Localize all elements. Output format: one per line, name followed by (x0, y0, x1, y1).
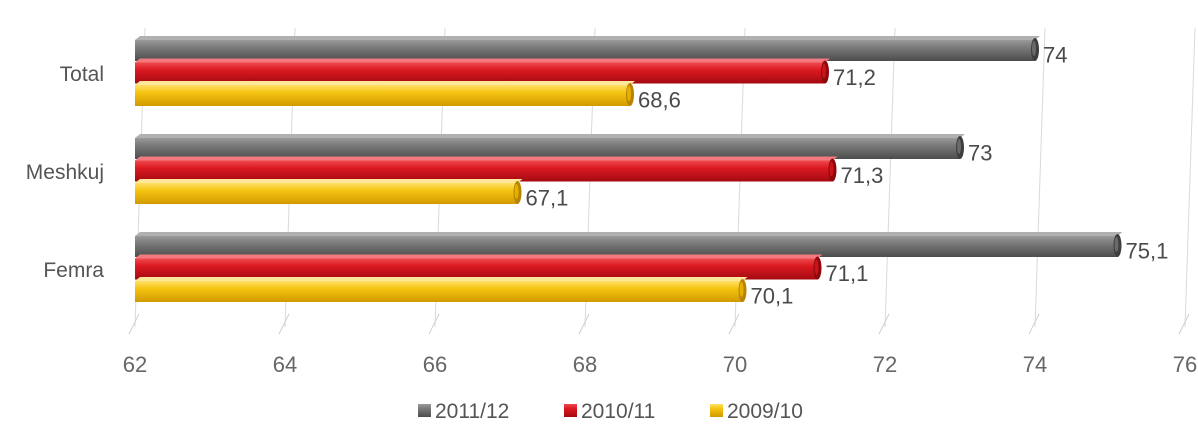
bar-end-cap-highlight (957, 139, 961, 154)
bar-top-face (135, 81, 635, 85)
bar-meshkuj-2010-11 (135, 161, 833, 182)
legend-label: 2010/11 (581, 400, 655, 423)
floor-gridline (129, 314, 139, 334)
legend-label: 2009/10 (727, 400, 803, 423)
data-label: 70,1 (751, 284, 794, 309)
floor-gridline (1179, 314, 1189, 334)
floor-gridline (279, 314, 289, 334)
tick-label: 72 (873, 352, 897, 377)
gridline (1185, 28, 1195, 327)
category-label: Total (60, 63, 104, 86)
category-labels: Total Meshkuj Femra (26, 63, 105, 282)
bar-end-cap-highlight (515, 184, 519, 199)
gridline (1035, 28, 1045, 327)
bar-femra-2011-12 (135, 236, 1118, 257)
bar-femra-2010-11 (135, 259, 818, 280)
bar-femra-2009-10 (135, 281, 743, 302)
data-label: 73 (968, 141, 992, 166)
data-label: 71,3 (841, 163, 884, 188)
bar-top-face (135, 179, 523, 183)
floor-gridline (729, 314, 739, 334)
bar-total-2010-11 (135, 63, 825, 84)
data-label: 74 (1043, 43, 1067, 68)
tick-label: 62 (123, 352, 147, 377)
bar-end-cap-highlight (815, 260, 819, 275)
legend-swatch (418, 404, 431, 417)
legend-swatch (710, 404, 723, 417)
bar-end-cap-highlight (1115, 237, 1119, 252)
data-label: 67,1 (526, 186, 569, 211)
data-label: 68,6 (638, 88, 681, 113)
category-label: Femra (43, 259, 104, 282)
data-label: 71,2 (833, 65, 876, 90)
tick-label: 68 (573, 352, 597, 377)
bar-end-cap-highlight (740, 282, 744, 297)
category-label: Meshkuj (26, 161, 104, 184)
bars (135, 36, 1123, 302)
bar-top-face (135, 36, 1040, 40)
bar-total-2011-12 (135, 40, 1035, 61)
bar-top-face (135, 232, 1123, 236)
legend: 2011/12 2010/11 2009/10 (418, 400, 803, 423)
bar-top-face (135, 277, 748, 281)
floor-gridline (429, 314, 439, 334)
bar-meshkuj-2009-10 (135, 183, 518, 204)
tick-label: 70 (723, 352, 747, 377)
bar-top-face (135, 157, 838, 161)
bar-end-cap-highlight (822, 64, 826, 79)
legend-label: 2011/12 (435, 400, 509, 423)
bar-end-cap-highlight (627, 86, 631, 101)
floor-gridline (879, 314, 889, 334)
data-label: 71,1 (826, 261, 869, 286)
tick-label: 74 (1023, 352, 1047, 377)
bar-top-face (135, 59, 830, 63)
tick-label: 66 (423, 352, 447, 377)
x-axis-ticks: 62 64 66 68 70 72 74 76 (123, 352, 1197, 377)
tick-label: 64 (273, 352, 297, 377)
legend-swatch (564, 404, 577, 417)
tick-label: 76 (1173, 352, 1197, 377)
gridline (885, 28, 895, 327)
floor-gridline (579, 314, 589, 334)
bar-top-face (135, 134, 965, 138)
bar-end-cap-highlight (1032, 41, 1036, 56)
bar-end-cap-highlight (830, 162, 834, 177)
bar-meshkuj-2011-12 (135, 138, 960, 159)
bar-total-2009-10 (135, 85, 630, 106)
bar-top-face (135, 255, 823, 259)
data-label: 75,1 (1126, 239, 1169, 264)
floor-gridline (1029, 314, 1039, 334)
